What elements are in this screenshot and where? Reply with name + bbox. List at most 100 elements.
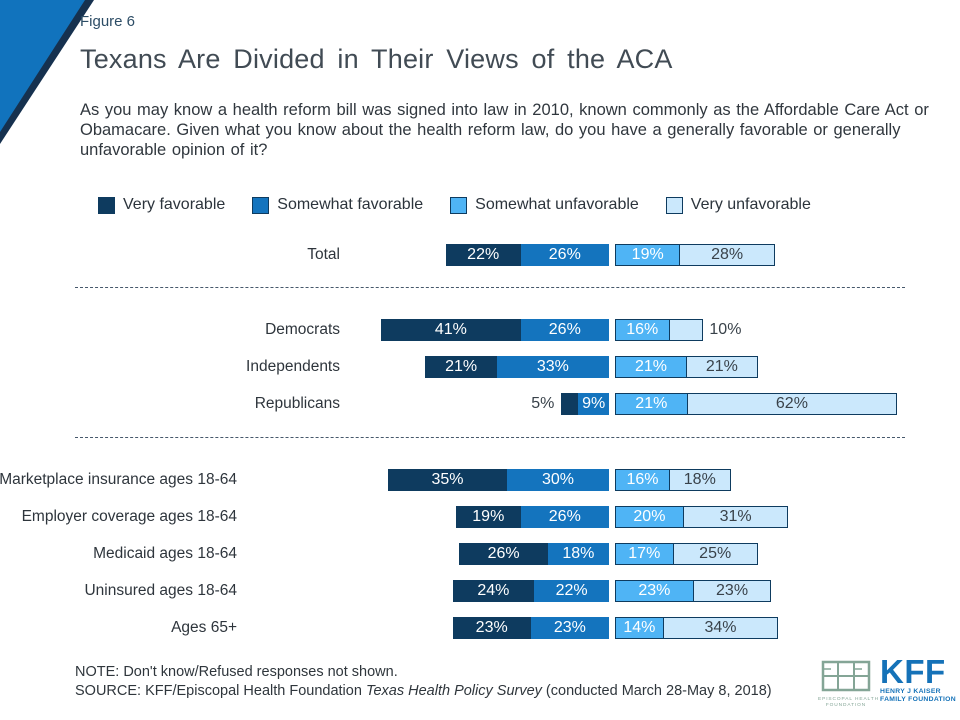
- bar-row-medicaid-ages-18-64: Medicaid ages 18-64 26% 18% 17% 25%: [0, 543, 960, 565]
- bar-segment-somewhat-favorable: 9%: [578, 393, 609, 415]
- bar-value-label: 33%: [536, 358, 569, 375]
- bar-segment-very-favorable: 21%: [425, 356, 497, 378]
- legend-item-somewhat-favorable: Somewhat favorable: [252, 196, 423, 214]
- bar-segment-somewhat-favorable: 26%: [520, 244, 609, 266]
- bar-value-label: 24%: [477, 582, 510, 599]
- favorable-segments: 21% 33%: [425, 356, 609, 378]
- figure-label: Figure 6: [80, 13, 136, 30]
- bar-segment-very-unfavorable: 34%: [662, 618, 778, 638]
- source-suffix: (conducted March 28-May 8, 2018): [541, 683, 772, 699]
- kff-logo-text: KFF: [880, 653, 946, 690]
- legend-swatch-very-favorable: [98, 196, 115, 214]
- bar-segment-somewhat-unfavorable: 17%: [616, 544, 673, 564]
- bar-segment-very-favorable: [561, 393, 579, 415]
- unfavorable-segments: 21% 21%: [615, 356, 758, 378]
- bar-segment-somewhat-favorable: 26%: [520, 506, 609, 528]
- unfavorable-segments: 21% 62%: [615, 393, 898, 415]
- bar-segment-somewhat-unfavorable: 14%: [616, 618, 663, 638]
- legend-label: Somewhat unfavorable: [475, 196, 639, 213]
- bar-value-label: 19%: [631, 246, 664, 263]
- bar-value-label: 23%: [553, 619, 586, 636]
- legend-swatch-somewhat-favorable: [252, 196, 270, 214]
- bar-value-label: 14%: [623, 619, 656, 636]
- row-label: Ages 65+: [171, 619, 237, 636]
- dashed-divider-top: [75, 287, 905, 288]
- favorable-segments: 26% 18%: [459, 543, 609, 565]
- bar-segment-very-favorable: 22%: [445, 244, 521, 266]
- bar-segment-somewhat-favorable: 22%: [534, 580, 609, 602]
- bar-value-label: 21%: [635, 395, 668, 412]
- bar-segment-somewhat-favorable: 18%: [547, 543, 609, 565]
- favorable-segments: 35% 30%: [388, 469, 609, 491]
- legend-item-somewhat-unfavorable: Somewhat unfavorable: [450, 196, 639, 214]
- row-label: Total: [307, 246, 340, 263]
- bar-value-label: 21%: [445, 358, 478, 375]
- row-label: Republicans: [254, 395, 340, 412]
- bar-segment-very-unfavorable: 25%: [672, 544, 757, 564]
- corner-triangle: [0, 0, 85, 132]
- bar-row-republicans: Republicans 9% 21% 62% 5%: [0, 393, 960, 415]
- unfavorable-segments: 19% 28%: [615, 244, 775, 266]
- kff-logo-sub1: HENRY J KAISER: [880, 688, 941, 695]
- bar-value-label: 30%: [541, 471, 575, 488]
- row-label: Medicaid ages 18-64: [93, 545, 237, 562]
- ehf-logo-line2: FOUNDATION: [825, 702, 867, 708]
- kff-logo: KFF HENRY J KAISER FAMILY FOUNDATION: [880, 655, 956, 704]
- legend-swatch-very-unfavorable: [665, 196, 683, 214]
- dashed-divider-bottom: [75, 437, 905, 438]
- ehf-logo-line1: EPISCOPAL HEALTH: [818, 697, 879, 702]
- bar-value-label: 26%: [548, 508, 581, 525]
- bar-row-independents: Independents 21% 33% 21% 21%: [0, 356, 960, 378]
- source-survey-name: Texas Health Policy Survey: [365, 683, 542, 699]
- bar-segment-somewhat-favorable: 33%: [496, 356, 609, 378]
- bar-value-label: 41%: [434, 321, 467, 338]
- bar-segment-very-favorable: 41%: [381, 319, 521, 341]
- survey-question-text: As you may know a health reform bill was…: [80, 101, 929, 159]
- bar-row-democrats: Democrats 41% 26% 16% 10%: [0, 319, 960, 341]
- bar-segment-somewhat-favorable: 23%: [530, 617, 609, 639]
- corner-accent-graphic: [0, 0, 94, 144]
- ehf-window-icon: [821, 660, 871, 692]
- note-text: NOTE: Don't know/Refused responses not s…: [75, 664, 398, 680]
- bar-segment-very-unfavorable: 23%: [692, 581, 771, 601]
- unfavorable-segments: 17% 25%: [615, 543, 758, 565]
- bar-segment-very-unfavorable: 18%: [668, 470, 730, 490]
- bar-segment-somewhat-unfavorable: 21%: [616, 394, 687, 414]
- row-label: Uninsured ages 18-64: [84, 582, 237, 599]
- bar-segment-somewhat-unfavorable: 19%: [616, 245, 680, 265]
- unfavorable-segments: 20% 31%: [615, 506, 789, 528]
- bar-segment-very-favorable: 19%: [456, 506, 521, 528]
- bar-value-label: 21%: [705, 358, 738, 375]
- bar-value-label: 19%: [472, 508, 505, 525]
- bar-segment-somewhat-unfavorable: 16%: [616, 470, 669, 490]
- bar-value-label: 22%: [467, 246, 500, 263]
- favorable-segments: 24% 22%: [452, 580, 609, 602]
- bar-value-label: 23%: [716, 582, 749, 599]
- bar-value-label: 18%: [683, 471, 716, 488]
- bar-value-label-outside: 10%: [709, 321, 742, 338]
- source-text: SOURCE: KFF/Episcopal Health Foundation …: [75, 683, 772, 699]
- row-label: Independents: [246, 358, 340, 375]
- bar-segment-very-unfavorable: [668, 320, 703, 340]
- episcopal-health-foundation-logo: EPISCOPAL HEALTH FOUNDATION: [818, 660, 879, 708]
- bar-value-label: 34%: [704, 619, 737, 636]
- page-title: Texans Are Divided in Their Views of the…: [80, 44, 673, 74]
- bar-value-label: 17%: [628, 545, 661, 562]
- legend-swatch-somewhat-unfavorable: [450, 196, 468, 214]
- row-label: Democrats: [265, 321, 340, 338]
- bar-segment-somewhat-unfavorable: 23%: [616, 581, 693, 601]
- bar-value-label: 26%: [548, 246, 581, 263]
- bar-segment-somewhat-unfavorable: 21%: [616, 357, 686, 377]
- unfavorable-segments: 14% 34%: [615, 617, 779, 639]
- legend-label: Somewhat favorable: [277, 196, 424, 213]
- bar-value-label: 28%: [711, 246, 744, 263]
- legend-item-very-unfavorable: Very unfavorable: [665, 196, 811, 214]
- bar-value-label: 21%: [634, 358, 667, 375]
- row-label: Marketplace insurance ages 18-64: [0, 471, 237, 488]
- bar-segment-somewhat-favorable: 30%: [507, 469, 609, 491]
- bar-segment-very-unfavorable: 31%: [682, 507, 788, 527]
- bar-row-total: Total 22% 26% 19% 28%: [0, 244, 960, 266]
- favorable-segments: 23% 23%: [452, 617, 609, 639]
- bar-segment-somewhat-unfavorable: 20%: [616, 507, 683, 527]
